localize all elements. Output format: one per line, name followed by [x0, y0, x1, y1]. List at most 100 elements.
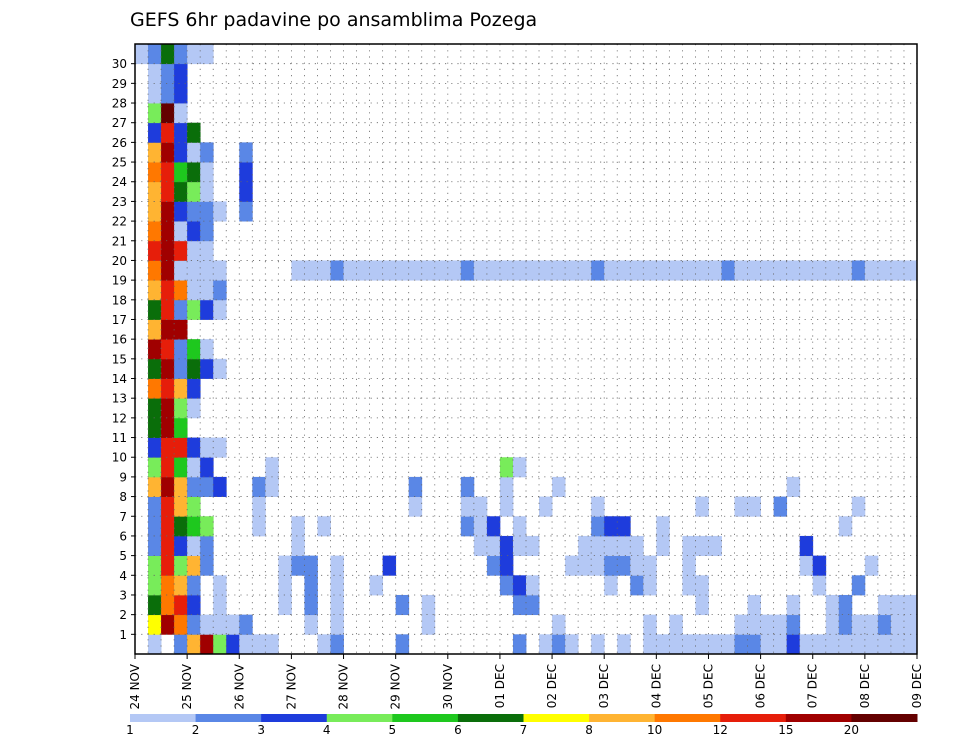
heatmap-cell — [161, 575, 175, 596]
heatmap-cell — [630, 260, 644, 281]
heatmap-cell — [148, 358, 162, 379]
heatmap-cell — [148, 181, 162, 202]
legend-swatch — [851, 714, 918, 722]
heatmap-cell — [174, 142, 188, 163]
heatmap-cell — [591, 634, 605, 655]
heatmap-cell — [174, 457, 188, 478]
heatmap-cell — [773, 496, 788, 517]
heatmap-cell — [200, 221, 214, 242]
heatmap-cell — [161, 260, 175, 281]
y-tick-label: 16 — [112, 333, 127, 347]
heatmap-cell — [643, 575, 657, 596]
heatmap-cell — [213, 476, 227, 497]
heatmap-cell — [265, 476, 279, 497]
heatmap-cell — [526, 260, 540, 281]
heatmap-cell — [382, 555, 397, 576]
heatmap-cell — [486, 535, 501, 557]
heatmap-cell — [395, 260, 410, 281]
heatmap-cell — [187, 358, 201, 379]
heatmap-cell — [408, 496, 423, 517]
heatmap-cell — [317, 634, 331, 655]
heatmap-cell — [187, 299, 201, 320]
heatmap-cell — [903, 260, 918, 281]
heatmap-cell — [591, 516, 605, 537]
heatmap-cell — [174, 162, 188, 183]
heatmap-cell — [708, 634, 722, 655]
heatmap-cell — [161, 339, 175, 360]
heatmap-cell — [812, 634, 827, 655]
x-tick-label: 09 DEC — [910, 664, 924, 708]
y-tick-label: 20 — [112, 254, 127, 268]
heatmap-cell — [187, 437, 201, 458]
heatmap-cell — [630, 555, 644, 576]
heatmap-cell — [552, 260, 566, 281]
heatmap-cell — [656, 634, 670, 655]
legend-swatch — [589, 714, 656, 722]
heatmap-cell — [161, 614, 175, 635]
heatmap-cell — [539, 634, 553, 655]
x-tick-label: 30 NOV — [441, 663, 455, 709]
legend-label: 7 — [520, 723, 528, 737]
heatmap-cell — [552, 476, 566, 497]
heatmap-cell — [539, 260, 553, 281]
y-tick-label: 4 — [119, 569, 127, 583]
legend-swatch — [130, 714, 197, 722]
heatmap-cell — [187, 181, 201, 202]
heatmap-cell — [825, 594, 840, 616]
heatmap-cell — [304, 575, 318, 596]
x-tick-label: 07 DEC — [806, 664, 820, 708]
heatmap-cell — [617, 555, 631, 576]
x-tick-label: 25 NOV — [180, 663, 194, 709]
heatmap-cell — [148, 496, 162, 517]
heatmap-cell — [187, 398, 201, 419]
legend-swatch — [785, 714, 852, 722]
heatmap-cell — [187, 634, 201, 655]
heatmap-cell — [187, 457, 201, 478]
heatmap-cell — [499, 575, 514, 596]
heatmap-cell — [148, 437, 162, 458]
heatmap-cell — [148, 162, 162, 183]
y-tick-label: 23 — [112, 195, 127, 209]
heatmap-cell — [421, 594, 436, 616]
heatmap-cell — [460, 476, 475, 497]
legend-label: 20 — [844, 723, 859, 737]
heatmap-cell — [864, 260, 879, 281]
y-tick-label: 6 — [119, 529, 127, 543]
legend-swatch — [326, 714, 393, 722]
y-tick-label: 11 — [112, 431, 127, 445]
heatmap-cell — [903, 634, 918, 655]
legend-swatch — [392, 714, 459, 722]
heatmap-cell — [486, 555, 501, 576]
heatmap-cell — [200, 201, 214, 222]
heatmap-cell — [161, 103, 175, 124]
heatmap-cell — [187, 280, 201, 301]
heatmap-cell — [174, 496, 188, 517]
heatmap-cell — [161, 44, 175, 65]
heatmap-cell — [591, 535, 605, 557]
heatmap-cell — [812, 575, 827, 596]
heatmap-cell — [877, 614, 892, 635]
heatmap-cell — [148, 476, 162, 497]
heatmap-cell — [161, 555, 175, 576]
heatmap-cell — [252, 476, 266, 497]
heatmap-cell — [213, 299, 227, 320]
heatmap-cell — [526, 575, 540, 596]
heatmap-cell — [890, 260, 905, 281]
heatmap-cell — [252, 516, 266, 537]
heatmap-cell — [200, 555, 214, 576]
heatmap-cell — [526, 594, 540, 616]
heatmap-cell — [747, 614, 761, 635]
heatmap-cell — [825, 260, 840, 281]
heatmap-cell — [200, 457, 214, 478]
heatmap-cell — [174, 535, 188, 557]
heatmap-cell — [252, 496, 266, 517]
heatmap-cell — [786, 634, 801, 655]
heatmap-cell — [148, 614, 162, 635]
heatmap-cell — [278, 555, 292, 576]
heatmap-cell — [291, 516, 305, 537]
heatmap-cell — [213, 594, 227, 616]
heatmap-cell — [604, 535, 618, 557]
heatmap-cell — [161, 142, 175, 163]
x-tick-label: 02 DEC — [545, 664, 559, 708]
heatmap-cell — [695, 535, 709, 557]
